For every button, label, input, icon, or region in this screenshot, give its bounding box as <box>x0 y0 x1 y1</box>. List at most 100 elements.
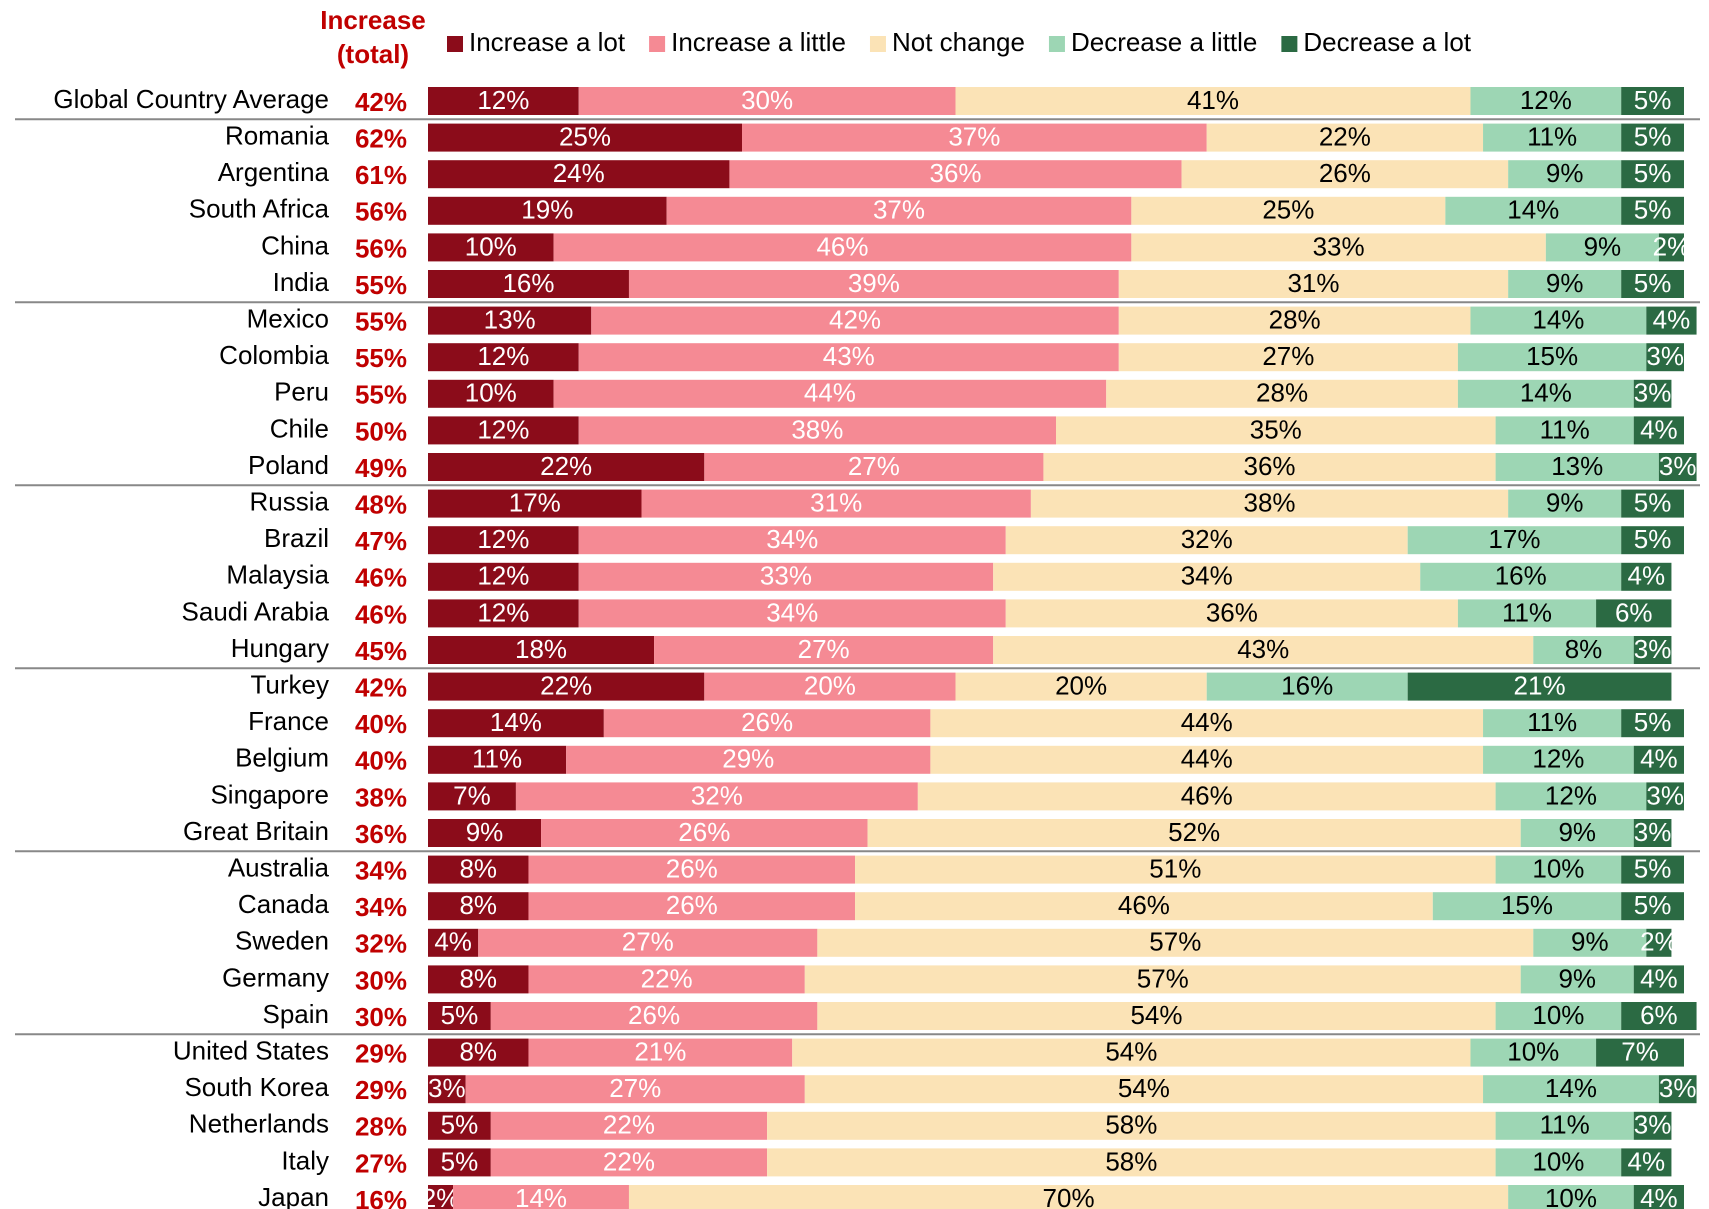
value-label: 44% <box>1181 744 1233 774</box>
value-label: 70% <box>1043 1183 1095 1209</box>
bar-segment <box>490 1111 768 1140</box>
value-label: 51% <box>1149 853 1201 883</box>
value-label: 3% <box>1646 341 1684 371</box>
value-label: 42% <box>829 304 881 334</box>
value-label: 9% <box>1584 231 1622 261</box>
value-label: 11% <box>1527 121 1577 151</box>
value-label: 12% <box>477 597 529 627</box>
bar-segment <box>1596 1038 1684 1067</box>
bar-segment <box>955 87 1471 115</box>
category-label: Spain <box>263 999 330 1029</box>
bar-segment <box>428 123 742 152</box>
bar-segment <box>541 819 868 847</box>
bar-segment <box>1658 453 1697 481</box>
bar-segment <box>1621 1148 1672 1177</box>
value-label: 32% <box>1181 524 1233 554</box>
bar-segment <box>1621 196 1684 225</box>
value-label: 28% <box>1269 304 1321 334</box>
bar-segment <box>1633 1185 1684 1209</box>
value-label: 27% <box>848 451 900 481</box>
value-label: 16% <box>502 268 554 298</box>
value-label: 12% <box>477 414 529 444</box>
value-label: 5% <box>1634 853 1672 883</box>
bar-segment <box>578 343 1119 372</box>
total-label: 38% <box>355 782 407 812</box>
value-label: 10% <box>465 378 517 408</box>
bar-segment <box>641 489 1031 518</box>
bar-segment <box>1106 379 1458 408</box>
bar-segment <box>428 709 604 738</box>
legend-label: Decrease a little <box>1071 27 1257 57</box>
total-label: 36% <box>355 819 407 849</box>
legend-label: Not change <box>892 27 1025 57</box>
bar-segment <box>528 855 856 884</box>
value-label: 10% <box>1532 853 1584 883</box>
bar-segment <box>1495 1002 1622 1030</box>
legend-swatch <box>649 36 666 52</box>
value-label: 5% <box>1634 487 1672 517</box>
bar-segment <box>528 892 856 921</box>
value-label: 14% <box>1532 304 1584 334</box>
value-label: 27% <box>609 1073 661 1103</box>
total-label: 47% <box>355 526 407 556</box>
value-label: 14% <box>490 707 542 737</box>
bar-segment <box>1633 416 1684 445</box>
bar-segment <box>428 672 705 701</box>
bar-segment <box>578 416 1056 445</box>
category-label: China <box>261 230 329 260</box>
value-label: 5% <box>1634 524 1672 554</box>
total-label: 34% <box>355 855 407 885</box>
total-label: 32% <box>355 929 407 959</box>
value-label: 4% <box>1640 963 1678 993</box>
value-label: 2% <box>1640 927 1678 957</box>
value-label: 2% <box>422 1183 460 1209</box>
value-label: 22% <box>641 963 693 993</box>
value-label: 57% <box>1149 927 1201 957</box>
bar-segment <box>1633 965 1684 994</box>
value-label: 14% <box>1507 195 1559 225</box>
bar-segment <box>428 1185 454 1209</box>
category-label: Malaysia <box>226 560 329 590</box>
bar-segment <box>428 489 642 518</box>
bar-segment <box>1495 855 1622 884</box>
bar-segment <box>578 526 1006 555</box>
bar-segment <box>1508 270 1622 298</box>
bar-segment <box>817 1002 1496 1030</box>
value-label: 11% <box>1502 597 1552 627</box>
value-label: 34% <box>766 524 818 554</box>
category-label: Mexico <box>247 303 329 333</box>
value-label: 7% <box>453 780 491 810</box>
category-label: Australia <box>228 852 330 882</box>
value-label: 11% <box>1527 707 1577 737</box>
value-label: 27% <box>1262 341 1314 371</box>
bar-segment <box>993 636 1534 664</box>
bar-segment <box>1470 1038 1597 1067</box>
total-label: 56% <box>355 233 407 263</box>
bar-segment <box>428 636 655 664</box>
bar-segment <box>1633 745 1684 774</box>
bar-segment <box>591 306 1119 335</box>
bar-segment <box>428 1038 529 1067</box>
bar-segment <box>1445 196 1622 225</box>
bar-segment <box>1621 270 1684 298</box>
value-label: 21% <box>1514 670 1566 700</box>
bar-segment <box>993 562 1421 591</box>
bar-segment <box>1621 123 1684 152</box>
bar-segment <box>490 1148 768 1177</box>
value-label: 34% <box>1181 561 1233 591</box>
value-label: 12% <box>477 85 529 115</box>
bar-segment <box>855 855 1496 884</box>
bar-segment <box>1457 379 1634 408</box>
category-label: Belgium <box>235 743 329 773</box>
bar-segment <box>566 745 931 774</box>
category-label: Italy <box>281 1145 329 1175</box>
total-label: 42% <box>355 672 407 702</box>
bar-segment <box>1118 343 1458 372</box>
total-header: Increase (total) <box>320 5 426 69</box>
legend-swatch <box>1281 36 1298 52</box>
value-label: 15% <box>1501 890 1553 920</box>
bar-segment <box>1646 782 1684 811</box>
bar-segment <box>428 562 579 591</box>
bar-segment <box>428 343 579 372</box>
total-label: 55% <box>355 343 407 373</box>
